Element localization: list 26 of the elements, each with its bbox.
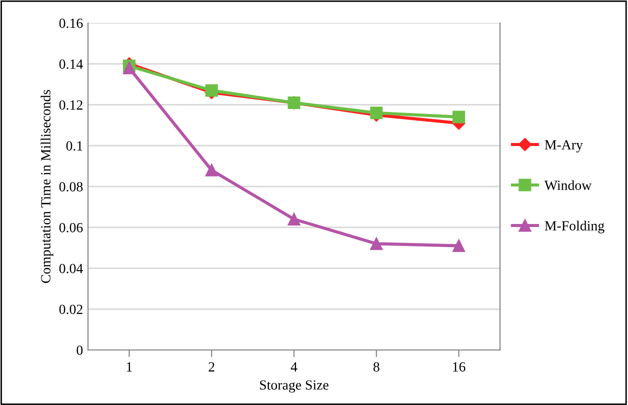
point	[370, 237, 383, 250]
y-tick-label: 0.16	[59, 18, 83, 28]
x-tick-label: 16	[453, 362, 466, 372]
legend-label: M-Folding	[544, 220, 604, 234]
y-tick-label: 0.1	[66, 141, 82, 151]
legend-label: Window	[544, 180, 592, 190]
legend-label: M-Ary	[544, 140, 583, 152]
point	[288, 212, 300, 226]
y-tick-label: 0.08	[59, 182, 83, 192]
point	[205, 164, 218, 176]
y-tick-label: 0.04	[59, 264, 83, 274]
y-tick-label: 0.02	[59, 304, 82, 314]
x-axis-title: Storage Size	[260, 380, 328, 393]
x-tick-label: 1	[126, 362, 132, 372]
x-tick-label: 2	[208, 362, 214, 372]
y-tick-label: 0.14	[59, 59, 83, 69]
y-axis-title: Computation Time in Milliseconds	[40, 90, 54, 283]
y-tick-label: 0.12	[59, 100, 82, 110]
point	[205, 84, 218, 97]
y-tick-label: 0.06	[59, 222, 83, 232]
point	[370, 106, 383, 120]
y-tick-label: 0	[76, 346, 83, 355]
point	[452, 110, 466, 124]
point	[452, 240, 466, 252]
x-tick-label: 8	[373, 362, 380, 372]
x-tick-label: 4	[290, 362, 298, 372]
